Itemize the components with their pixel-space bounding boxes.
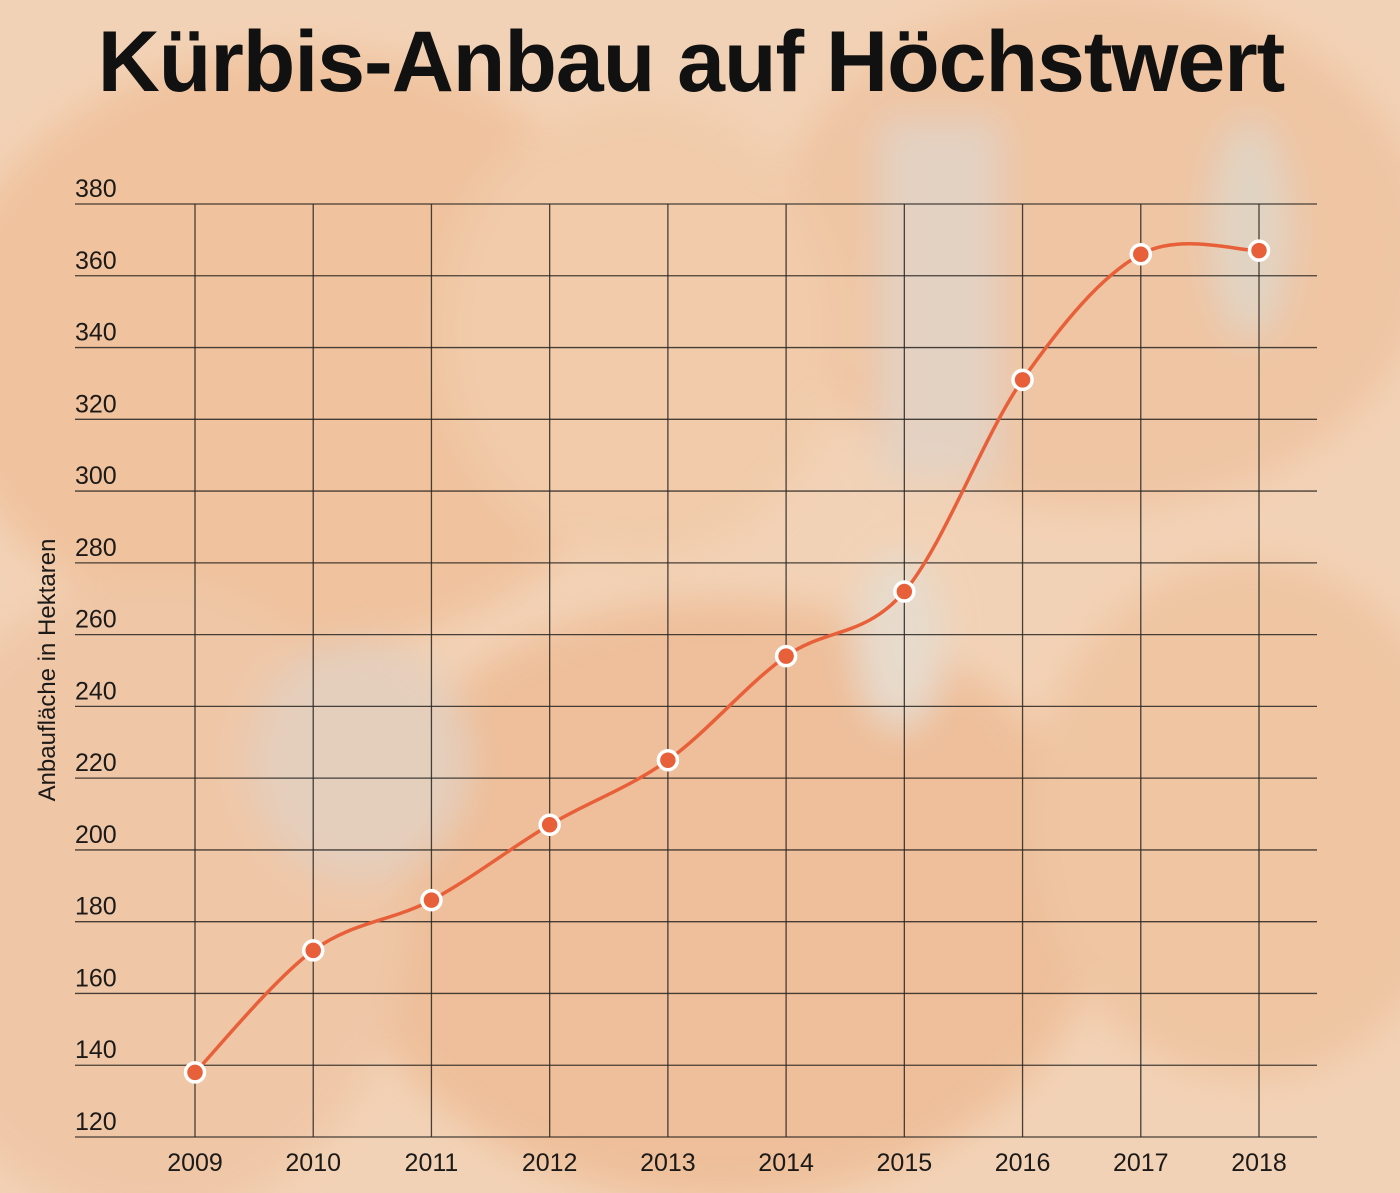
y-axis-label: Anbaufläche in Hektaren [34, 539, 61, 802]
y-tick-label: 200 [75, 821, 117, 849]
series-line [193, 242, 1260, 1074]
data-point-2017[interactable] [1129, 242, 1153, 266]
y-tick-label: 180 [75, 893, 117, 921]
y-tick-label: 160 [75, 964, 117, 992]
data-point-2009[interactable] [183, 1061, 207, 1084]
x-tick-label: 2016 [995, 1149, 1051, 1177]
chart-title: Kürbis-Anbau auf Höchstwert [97, 14, 1286, 110]
x-tick-label: 2014 [758, 1149, 814, 1177]
y-tick-label: 300 [75, 462, 117, 490]
x-tick-label: 2015 [877, 1149, 933, 1177]
data-point-2014[interactable] [774, 644, 798, 668]
series-markers [183, 239, 1271, 1084]
x-tick-label: 2010 [285, 1149, 341, 1177]
x-axis-ticks: 2009 2010 2011 2012 2013 2014 2015 2016 2017 2018 [167, 1149, 1287, 1177]
x-tick-label: 2013 [640, 1149, 696, 1177]
y-tick-label: 260 [75, 606, 117, 634]
data-point-2016[interactable] [1011, 368, 1034, 392]
x-tick-label: 2009 [167, 1149, 223, 1177]
y-tick-label: 380 [75, 175, 117, 203]
x-tick-label: 2017 [1113, 1149, 1169, 1177]
y-tick-label: 360 [75, 247, 117, 275]
chart-grid [75, 203, 1317, 1138]
x-tick-label: 2012 [522, 1149, 578, 1177]
y-tick-label: 280 [75, 534, 117, 562]
y-tick-label: 320 [75, 390, 117, 418]
data-point-2015[interactable] [893, 580, 916, 603]
y-tick-label: 220 [75, 749, 117, 777]
y-tick-label: 240 [75, 677, 117, 705]
y-tick-label: 340 [75, 319, 117, 347]
data-point-2011[interactable] [420, 888, 443, 912]
data-point-2013[interactable] [656, 748, 680, 772]
x-tick-label: 2011 [405, 1149, 459, 1177]
data-point-2010[interactable] [301, 939, 325, 962]
y-tick-label: 140 [75, 1036, 117, 1064]
y-axis-ticks: 120 140 160 180 200 220 240 260 280 300 320 340 360 3… [75, 175, 117, 1136]
y-tick-label: 120 [75, 1108, 117, 1136]
data-point-2018[interactable] [1247, 239, 1271, 262]
x-tick-label: 2018 [1231, 1149, 1287, 1177]
data-point-2012[interactable] [538, 813, 561, 837]
